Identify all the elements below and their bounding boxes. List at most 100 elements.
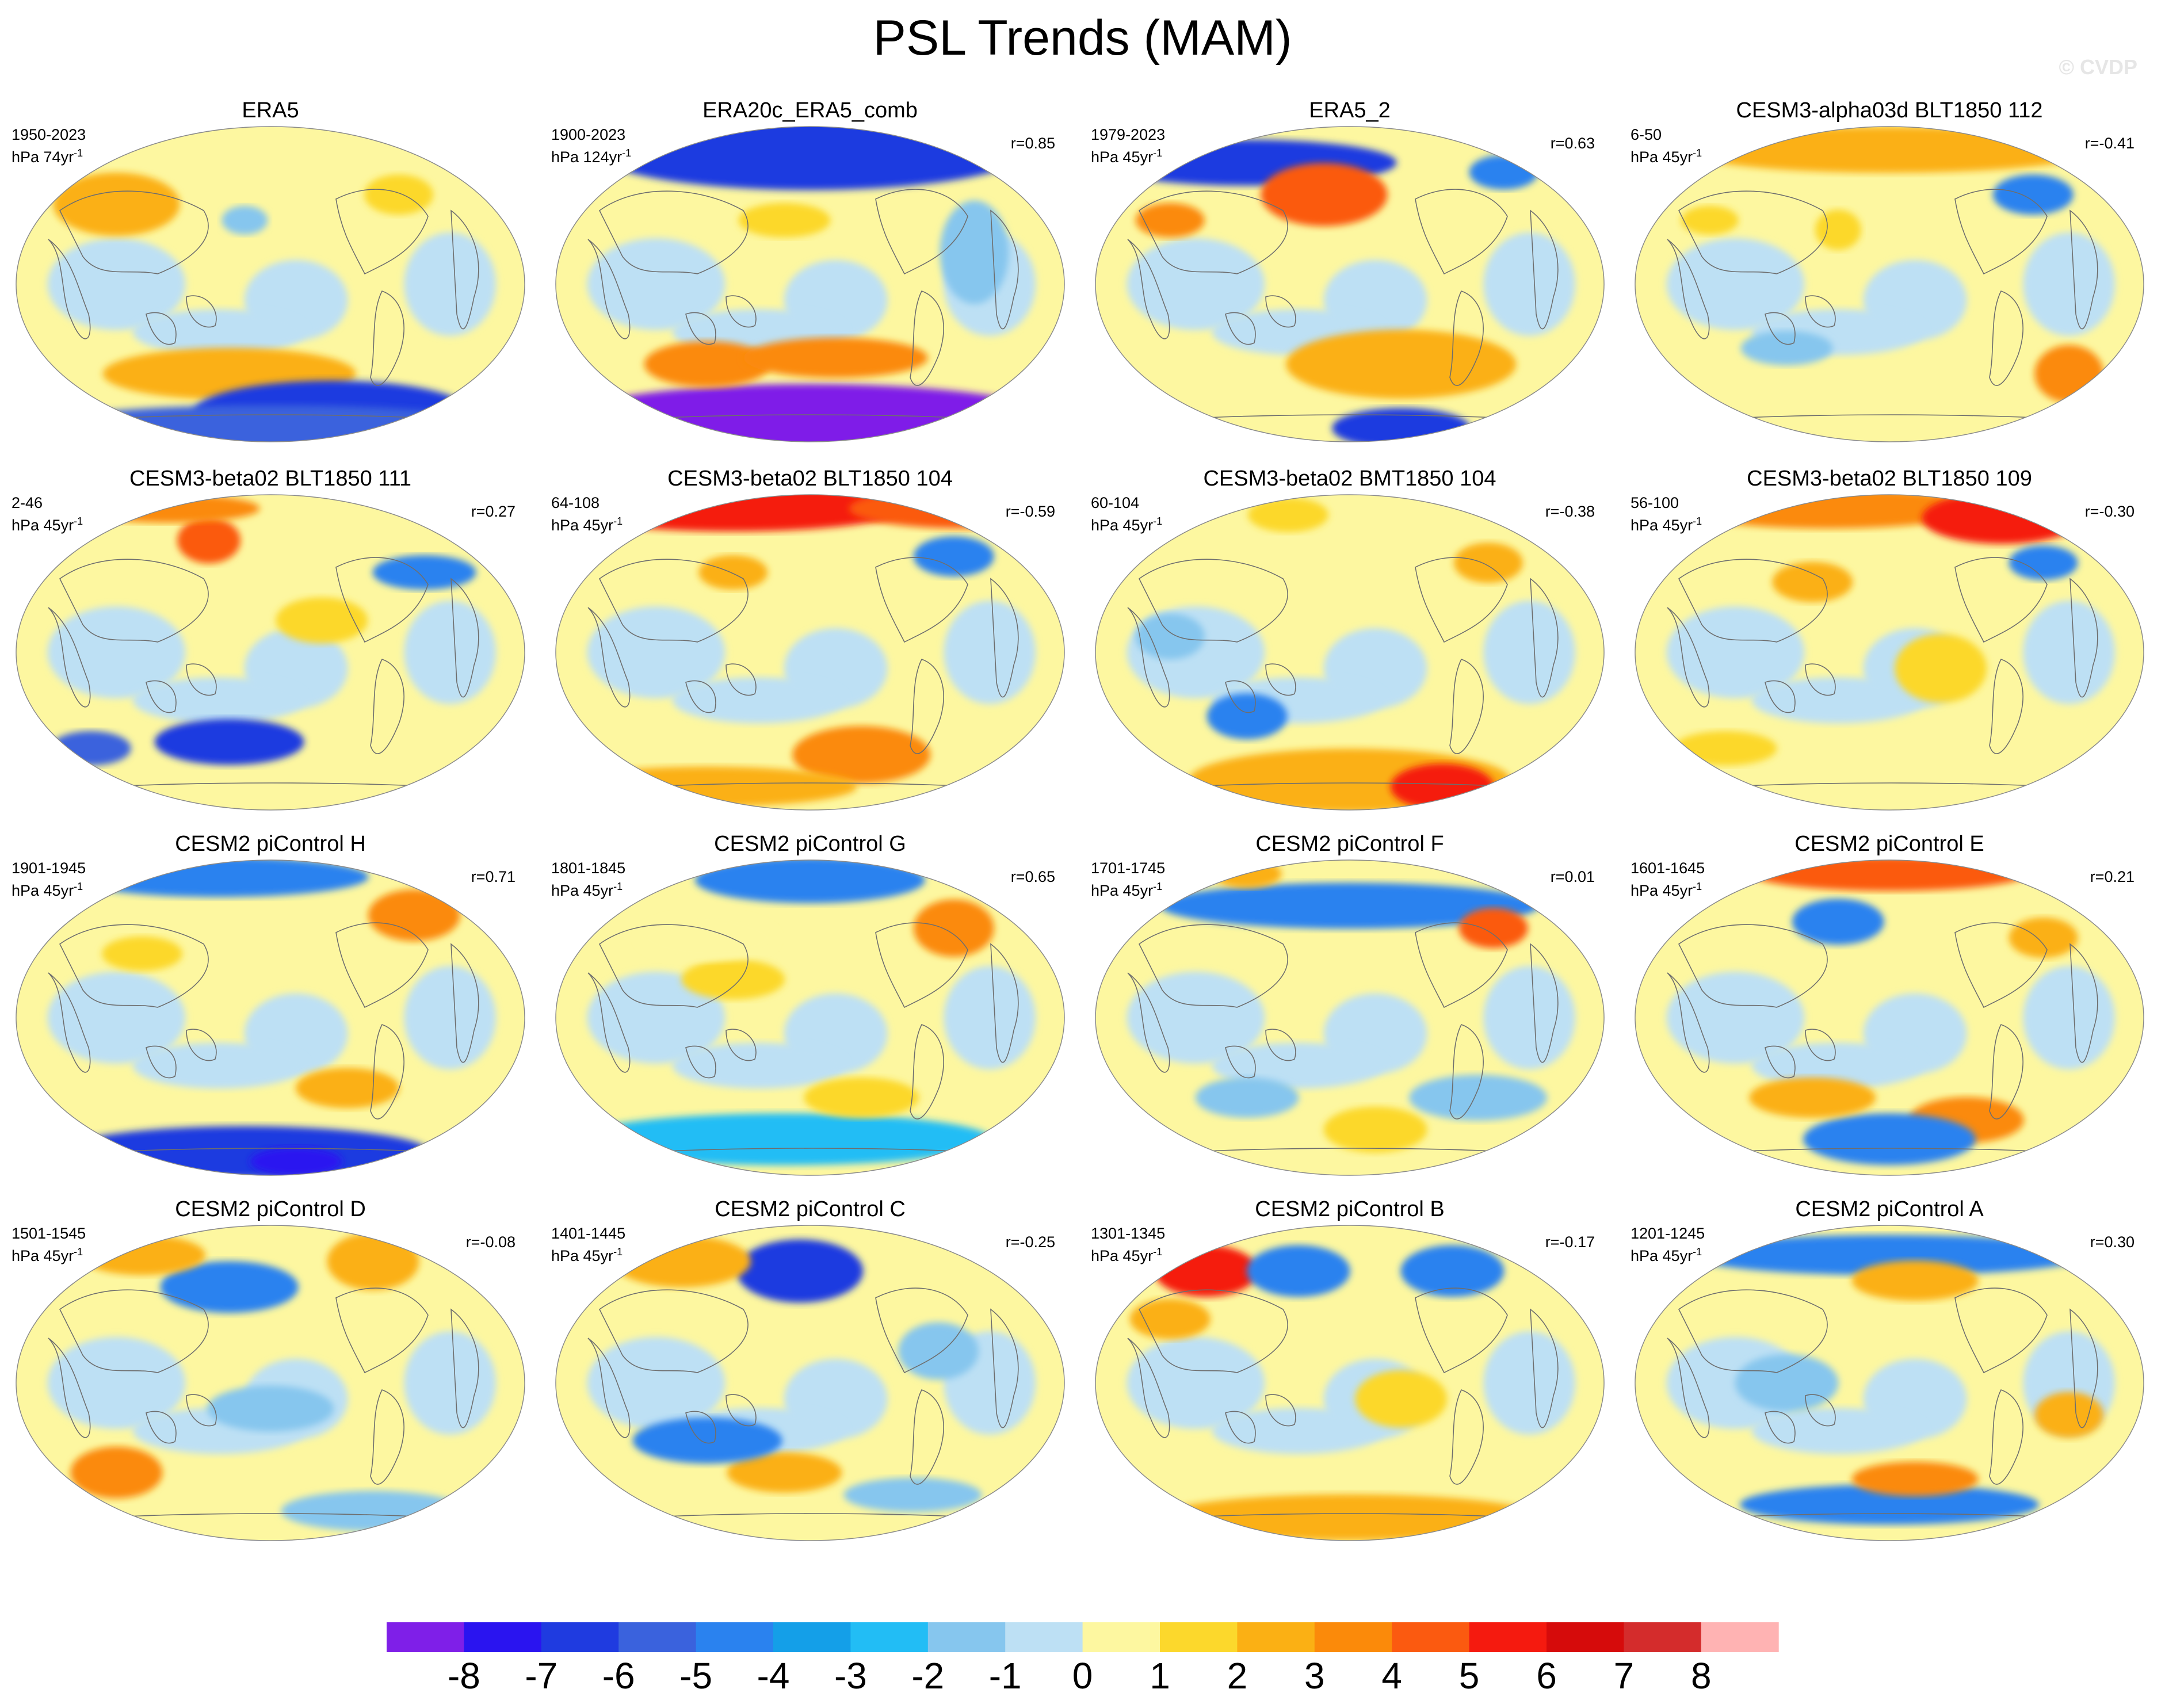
coastline: [59, 559, 209, 643]
colorbar-swatch: [850, 1622, 929, 1652]
colorbar-swatch: [773, 1622, 851, 1652]
coastline: [1225, 1411, 1256, 1444]
panel-correlation: r=-0.41: [2084, 135, 2135, 152]
trend-contour: [1895, 633, 1987, 703]
negative-anomaly-region: [587, 238, 726, 330]
trend-contour: [2009, 918, 2078, 958]
coastline: [1265, 295, 1296, 328]
coastline: [990, 209, 1019, 330]
coastline: [1225, 1045, 1256, 1079]
trend-contour: [738, 202, 831, 238]
coastline: [1415, 557, 1508, 643]
figure-title: PSL Trends (MAM): [873, 10, 1292, 66]
coastline: [370, 659, 404, 754]
coastline: [186, 295, 217, 328]
map-panel: CESM2 piControl C 1401-1445 hPa 45yr-1 r=-0…: [540, 1197, 1080, 1553]
trend-contour: [698, 555, 768, 590]
coastline: [1530, 209, 1559, 330]
map-outline: [1095, 494, 1605, 811]
coastline: [1765, 680, 1796, 713]
coastline: [910, 1024, 944, 1119]
panel-units-exponent: -1: [1153, 1246, 1163, 1258]
coastline: [146, 1045, 177, 1079]
trend-contour: [940, 200, 1009, 304]
coastline: [990, 1308, 1019, 1428]
map-panel: CESM3-beta02 BLT1850 111 2-46 hPa 45yr-1 r=…: [0, 466, 541, 823]
coastline: [186, 663, 217, 696]
panel-period: 1301-1345: [1091, 1225, 1166, 1242]
coastline: [1954, 557, 2048, 643]
map-outline: [1095, 1225, 1605, 1541]
panel-title: CESM2 piControl C: [715, 1197, 906, 1221]
trend-contour: [53, 173, 180, 236]
panel-period: 1950-2023: [12, 126, 86, 143]
colorbar-swatch: [1005, 1622, 1083, 1652]
world-map: [1635, 494, 2144, 811]
trend-contour: [1688, 1235, 2091, 1275]
map-panel: CESM3-alpha03d BLT1850 112 6-50 hPa 45yr-1…: [1619, 98, 2160, 454]
trend-contour: [1735, 1354, 1839, 1412]
panel-title: CESM2 piControl G: [714, 832, 906, 856]
colorbar-tick-label: 3: [1304, 1655, 1325, 1696]
coastline: [1415, 189, 1508, 275]
negative-anomaly-region: [1751, 1042, 1925, 1089]
panel-units-text: hPa 45yr: [1091, 148, 1154, 166]
colorbar-swatch: [1160, 1622, 1238, 1652]
panel-title: CESM3-alpha03d BLT1850 112: [1736, 98, 2043, 123]
negative-anomaly-region: [47, 238, 186, 330]
panel-correlation: r=0.01: [1550, 868, 1595, 885]
world-map: [555, 1225, 1065, 1541]
map-outline: [1095, 859, 1605, 1176]
negative-anomaly-region: [672, 677, 845, 724]
trend-contour: [843, 1477, 982, 1512]
world-map: [1635, 859, 2144, 1176]
panel-units: hPa 45yr-1: [551, 512, 623, 534]
trend-contour: [222, 205, 268, 235]
coastline: [990, 943, 1019, 1063]
map-outline: [16, 494, 525, 811]
panel-title: CESM3-beta02 BLT1850 109: [1747, 467, 2032, 491]
map-panel: CESM2 piControl B 1301-1345 hPa 45yr-1 r=-0…: [1079, 1197, 1620, 1553]
panel-correlation: r=0.85: [1010, 135, 1055, 152]
map-outline: [16, 859, 525, 1176]
map-outline: [1635, 494, 2144, 811]
coastline: [726, 1394, 757, 1427]
panel-correlation: r=-0.30: [2084, 503, 2135, 520]
trend-contour: [913, 899, 994, 957]
trend-contour: [1286, 330, 1517, 399]
map-panel: CESM2 piControl H 1901-1945 hPa 45yr-1 r=0.…: [0, 831, 541, 1188]
coastline: [48, 972, 91, 1073]
negative-anomaly-region: [132, 1042, 306, 1089]
colorbar-tick-label: -7: [525, 1655, 558, 1696]
coastline: [587, 607, 631, 708]
world-map: [555, 859, 1065, 1176]
panel-correlation: r=-0.17: [1545, 1233, 1595, 1251]
panel-units-exponent: -1: [1153, 147, 1163, 159]
trend-contour: [1453, 542, 1523, 583]
colorbar-swatch: [1547, 1622, 1624, 1652]
panel-units-text: hPa 45yr: [551, 517, 614, 534]
cvdp-watermark: © CVDP: [2059, 55, 2137, 79]
panel-period: 6-50: [1631, 126, 1662, 143]
panel-units-text: hPa 45yr: [1631, 148, 1693, 166]
trend-contour: [250, 1147, 342, 1175]
coastline: [1127, 1338, 1170, 1438]
coastline: [726, 1029, 757, 1061]
coastline: [1678, 559, 1828, 643]
panel-title: CESM3-beta02 BLT1850 104: [667, 467, 953, 491]
panel-title: CESM2 piControl A: [1795, 1197, 1984, 1221]
negative-anomaly-region: [587, 606, 726, 698]
world-map: [1095, 494, 1605, 811]
panel-units-exponent: -1: [1693, 515, 1702, 527]
coastline: [1138, 924, 1288, 1008]
panel-units-exponent: -1: [74, 147, 83, 159]
trend-contour: [632, 1417, 782, 1464]
negative-anomaly-region: [672, 1042, 845, 1089]
coastline: [48, 1338, 91, 1438]
coastline: [2069, 209, 2098, 330]
world-map: [16, 126, 525, 442]
coastline: [598, 1289, 749, 1373]
map-outline: [1635, 1225, 2144, 1541]
coastline: [1667, 607, 1710, 708]
colorbar-swatch: [1392, 1622, 1470, 1652]
